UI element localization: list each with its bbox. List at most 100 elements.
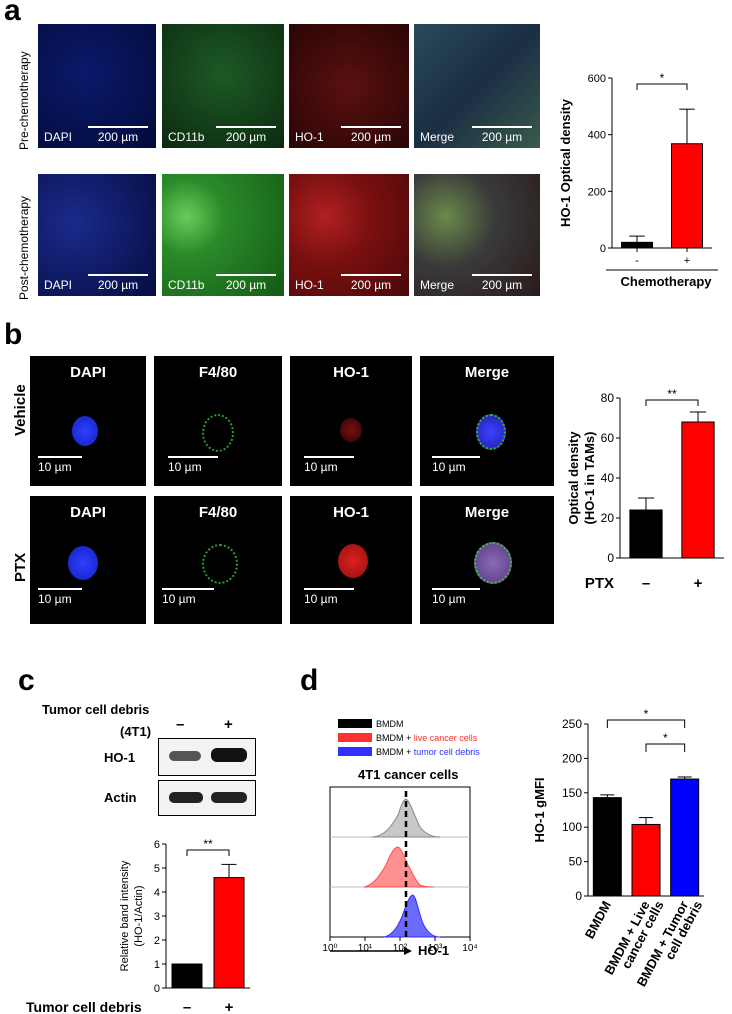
significance-bracket xyxy=(606,719,686,728)
channel-label: Merge xyxy=(420,130,455,144)
bar xyxy=(171,963,203,989)
cell-ho1 xyxy=(340,418,362,442)
hist-peak-debris xyxy=(383,894,441,938)
scale-bar: 10 µm xyxy=(432,456,480,474)
channel-label: DAPI xyxy=(44,278,73,292)
y-axis-label: Optical density xyxy=(566,431,581,525)
micrograph-post-cd11b: CD11b 200 µm xyxy=(162,174,284,296)
blot-actin xyxy=(158,780,256,816)
y-axis-label: Relative band intensity xyxy=(119,860,131,971)
flow-histogram: BMDM BMDM + live cancer cells BMDM + tum… xyxy=(322,719,480,955)
x-tick-label: 10⁴ xyxy=(462,943,477,954)
panel-c-letter: c xyxy=(18,664,35,697)
legend-bmdm: BMDM xyxy=(376,719,404,729)
channel-title: Merge xyxy=(464,504,510,521)
y-tick-label: 0 xyxy=(600,243,606,255)
x-tick-label: + xyxy=(684,255,690,267)
cell-nucleus xyxy=(72,416,98,446)
hist-xlabel: HO-1 xyxy=(418,943,449,955)
channel-label: CD11b xyxy=(168,278,205,292)
legend-swatch-bmdm xyxy=(338,719,372,728)
row-label-post-chemo: Post-chemotherapy xyxy=(17,195,31,300)
scale-bar: 10 µm xyxy=(38,456,82,474)
y-tick-label: 5 xyxy=(154,863,160,875)
cell-merge xyxy=(474,542,512,584)
micrograph-pre-ho1: HO-1 200 µm xyxy=(289,24,409,148)
bar xyxy=(670,778,700,897)
y-tick-label: 50 xyxy=(569,855,583,869)
micrograph-vehicle-f480: F4/80 10 µm xyxy=(154,356,282,486)
significance-marker: * xyxy=(663,731,668,745)
significance-bracket xyxy=(636,83,688,90)
micrograph-ptx-ho1: HO-1 10 µm xyxy=(290,496,412,624)
micrograph-vehicle-merge: Merge 10 µm xyxy=(420,356,554,486)
x-axis-label: Tumor cell debris xyxy=(26,999,142,1014)
y-tick-label: 4 xyxy=(154,887,160,899)
x-axis-label: Chemotherapy xyxy=(620,274,712,289)
hist-title: 4T1 cancer cells xyxy=(358,767,458,782)
scale-bar: 200 µm xyxy=(216,274,276,292)
bar xyxy=(213,877,245,989)
y-tick-label: 200 xyxy=(588,186,606,198)
row-label-vehicle: Vehicle xyxy=(12,384,29,436)
chart-b: 0 20 40 60 80 – + PTX Optical density (HO-1 in TA… xyxy=(566,387,724,592)
micrograph-ptx-dapi: DAPI 10 µm xyxy=(30,496,146,624)
y-axis-label-line2: (HO-1/Actin) xyxy=(133,885,145,946)
channel-title: DAPI xyxy=(70,364,106,381)
blot-plus: + xyxy=(224,716,233,733)
significance-marker: * xyxy=(660,71,665,85)
x-tick-label: – xyxy=(642,575,650,592)
x-tick-label: – xyxy=(183,999,191,1014)
y-tick-label: 0 xyxy=(575,889,582,903)
channel-title: Merge xyxy=(464,364,510,381)
hist-xticks: 10⁰ 10¹ 10² 10³ 10⁴ xyxy=(322,937,478,954)
scale-bar: 10 µm xyxy=(168,456,218,474)
y-tick-label: 600 xyxy=(588,73,606,85)
legend-swatch-live xyxy=(338,733,372,742)
blot-label-actin: Actin xyxy=(104,790,137,805)
micrograph-ptx-merge: Merge 10 µm xyxy=(420,496,554,624)
y-axis-label: HO-1 gMFI xyxy=(532,778,547,843)
channel-title: DAPI xyxy=(70,504,106,521)
bar xyxy=(592,797,622,897)
channel-label: DAPI xyxy=(44,130,73,144)
micrograph-post-dapi: DAPI 200 µm xyxy=(38,174,156,296)
significance-bracket xyxy=(645,399,699,406)
legend-live: BMDM + live cancer cells xyxy=(376,733,478,743)
significance-marker: * xyxy=(644,707,649,721)
blot-header: Tumor cell debris xyxy=(42,702,150,717)
hist-arrow-head xyxy=(404,947,412,955)
cell-membrane xyxy=(202,414,234,452)
band-ho1-minus xyxy=(169,751,201,761)
chart-c: 0 1 2 3 4 5 6 – + Tumor cell debris Relative band … xyxy=(26,837,250,1014)
row-label-ptx: PTX xyxy=(12,552,29,582)
micrograph-post-merge: Merge 200 µm xyxy=(414,174,540,296)
y-tick-label: 20 xyxy=(601,511,615,525)
micrograph-vehicle-dapi: DAPI 10 µm xyxy=(30,356,146,486)
blot-ho1 xyxy=(158,738,256,776)
channel-title: HO-1 xyxy=(333,504,369,521)
y-tick-label: 1 xyxy=(154,959,160,971)
y-tick-label: 60 xyxy=(601,431,615,445)
channel-title: F4/80 xyxy=(198,504,238,521)
scale-bar: 200 µm xyxy=(341,274,401,292)
x-tick-label: + xyxy=(225,999,234,1014)
scale-bar: 200 µm xyxy=(88,126,148,144)
micrograph-post-ho1: HO-1 200 µm xyxy=(289,174,409,296)
micrograph-ptx-f480: F4/80 10 µm xyxy=(154,496,282,624)
x-tick-label: 10¹ xyxy=(358,943,373,954)
x-axis-label: PTX xyxy=(585,575,614,592)
y-tick-label: 40 xyxy=(601,471,615,485)
channel-label: HO-1 xyxy=(295,278,324,292)
micrograph-pre-merge: Merge 200 µm xyxy=(414,24,540,148)
y-axis-label: HO-1 Optical density xyxy=(558,98,573,227)
x-tick-label: 10² xyxy=(393,943,408,954)
band-actin-minus xyxy=(169,792,203,803)
significance-bracket xyxy=(186,849,230,856)
y-tick-label: 200 xyxy=(562,751,582,765)
scale-bar: 10 µm xyxy=(304,456,354,474)
y-tick-label: 100 xyxy=(562,820,582,834)
bar xyxy=(629,509,663,559)
panel-b-letter: b xyxy=(4,318,23,351)
scale-bar: 10 µm xyxy=(38,588,82,606)
